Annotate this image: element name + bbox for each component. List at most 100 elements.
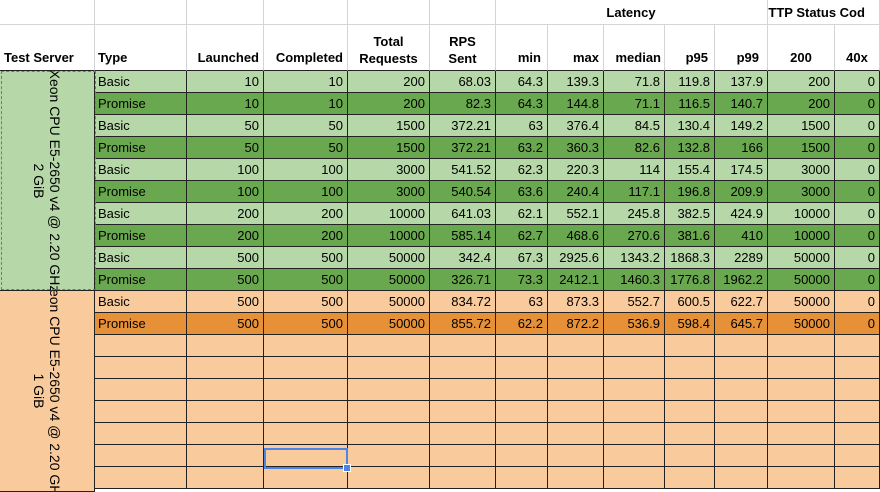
- cell-p99[interactable]: [715, 401, 768, 423]
- cell-total[interactable]: [348, 467, 430, 489]
- cell-s40x[interactable]: 0: [835, 71, 880, 93]
- active-cell-selection[interactable]: [264, 448, 348, 469]
- header-blank[interactable]: [348, 0, 430, 25]
- cell-completed[interactable]: 500: [264, 291, 348, 313]
- cell-s40x[interactable]: [835, 335, 880, 357]
- cell-total[interactable]: [348, 423, 430, 445]
- cell-min[interactable]: [496, 445, 548, 467]
- cell-max[interactable]: 2925.6: [548, 247, 604, 269]
- cell-s40x[interactable]: 0: [835, 159, 880, 181]
- cell-p95[interactable]: 600.5: [665, 291, 715, 313]
- cell-min[interactable]: 63.2: [496, 137, 548, 159]
- cell-total[interactable]: 1500: [348, 115, 430, 137]
- cell-total[interactable]: 1500: [348, 137, 430, 159]
- cell-total[interactable]: 10000: [348, 203, 430, 225]
- cell-p95[interactable]: 1868.3: [665, 247, 715, 269]
- cell-total[interactable]: 10000: [348, 225, 430, 247]
- cell-launched[interactable]: [187, 467, 264, 489]
- cell-launched[interactable]: [187, 445, 264, 467]
- cell-s200[interactable]: 50000: [768, 291, 835, 313]
- cell-total[interactable]: 200: [348, 71, 430, 93]
- cell-p99[interactable]: [715, 467, 768, 489]
- cell-completed[interactable]: 10: [264, 93, 348, 115]
- cell-s40x[interactable]: [835, 467, 880, 489]
- cell-type[interactable]: Basic: [95, 291, 187, 313]
- cell-p99[interactable]: 645.7: [715, 313, 768, 335]
- cell-median[interactable]: [604, 423, 665, 445]
- cell-median[interactable]: 71.8: [604, 71, 665, 93]
- cell-min[interactable]: [496, 423, 548, 445]
- cell-max[interactable]: [548, 423, 604, 445]
- cell-s200[interactable]: 3000: [768, 159, 835, 181]
- cell-min[interactable]: [496, 379, 548, 401]
- cell-total[interactable]: 50000: [348, 313, 430, 335]
- cell-launched[interactable]: 100: [187, 159, 264, 181]
- cell-p99[interactable]: 622.7: [715, 291, 768, 313]
- cell-s200[interactable]: 1500: [768, 137, 835, 159]
- cell-launched[interactable]: 100: [187, 181, 264, 203]
- cell-p95[interactable]: [665, 423, 715, 445]
- cell-p99[interactable]: 140.7: [715, 93, 768, 115]
- cell-median[interactable]: 1343.2: [604, 247, 665, 269]
- cell-s40x[interactable]: 0: [835, 93, 880, 115]
- cell-type[interactable]: [95, 379, 187, 401]
- cell-total[interactable]: [348, 401, 430, 423]
- cell-completed[interactable]: [264, 379, 348, 401]
- cell-rps[interactable]: 641.03: [430, 203, 496, 225]
- cell-s200[interactable]: 50000: [768, 269, 835, 291]
- cell-s200[interactable]: 50000: [768, 247, 835, 269]
- cell-s40x[interactable]: [835, 379, 880, 401]
- cell-max[interactable]: 144.8: [548, 93, 604, 115]
- cell-max[interactable]: [548, 401, 604, 423]
- cell-type[interactable]: [95, 423, 187, 445]
- cell-total[interactable]: [348, 379, 430, 401]
- cell-max[interactable]: 552.1: [548, 203, 604, 225]
- cell-completed[interactable]: [264, 423, 348, 445]
- cell-p95[interactable]: 598.4: [665, 313, 715, 335]
- cell-launched[interactable]: 200: [187, 225, 264, 247]
- cell-launched[interactable]: [187, 379, 264, 401]
- cell-p95[interactable]: 132.8: [665, 137, 715, 159]
- cell-min[interactable]: 62.2: [496, 313, 548, 335]
- cell-median[interactable]: 82.6: [604, 137, 665, 159]
- cell-median[interactable]: [604, 357, 665, 379]
- cell-s200[interactable]: 10000: [768, 203, 835, 225]
- cell-p99[interactable]: 149.2: [715, 115, 768, 137]
- cell-launched[interactable]: 500: [187, 269, 264, 291]
- cell-total[interactable]: [348, 357, 430, 379]
- test-server-cell-2gib[interactable]: Xeon CPU E5-2650 v4 @ 2.20 GHz 2 GiB: [0, 71, 95, 291]
- cell-completed[interactable]: 100: [264, 159, 348, 181]
- cell-max[interactable]: [548, 357, 604, 379]
- cell-p95[interactable]: 196.8: [665, 181, 715, 203]
- cell-rps[interactable]: 585.14: [430, 225, 496, 247]
- cell-p95[interactable]: 381.6: [665, 225, 715, 247]
- col-header-status-200[interactable]: 200: [768, 25, 835, 71]
- cell-completed[interactable]: 500: [264, 247, 348, 269]
- cell-median[interactable]: [604, 379, 665, 401]
- cell-s40x[interactable]: 0: [835, 115, 880, 137]
- cell-p99[interactable]: 424.9: [715, 203, 768, 225]
- cell-total[interactable]: 3000: [348, 181, 430, 203]
- cell-max[interactable]: 220.3: [548, 159, 604, 181]
- cell-s200[interactable]: [768, 445, 835, 467]
- cell-rps[interactable]: 372.21: [430, 137, 496, 159]
- cell-rps[interactable]: [430, 401, 496, 423]
- cell-launched[interactable]: 500: [187, 247, 264, 269]
- cell-total[interactable]: 50000: [348, 269, 430, 291]
- cell-p95[interactable]: [665, 335, 715, 357]
- cell-total[interactable]: 3000: [348, 159, 430, 181]
- cell-rps[interactable]: [430, 335, 496, 357]
- cell-total[interactable]: [348, 445, 430, 467]
- cell-p95[interactable]: 382.5: [665, 203, 715, 225]
- cell-s200[interactable]: 50000: [768, 313, 835, 335]
- cell-min[interactable]: [496, 467, 548, 489]
- cell-completed[interactable]: 200: [264, 203, 348, 225]
- cell-rps[interactable]: 82.3: [430, 93, 496, 115]
- cell-s200[interactable]: 3000: [768, 181, 835, 203]
- cell-s200[interactable]: [768, 335, 835, 357]
- col-header-p95[interactable]: p95: [665, 25, 715, 71]
- cell-p99[interactable]: 1962.2: [715, 269, 768, 291]
- cell-p95[interactable]: [665, 379, 715, 401]
- cell-median[interactable]: 117.1: [604, 181, 665, 203]
- cell-s40x[interactable]: 0: [835, 247, 880, 269]
